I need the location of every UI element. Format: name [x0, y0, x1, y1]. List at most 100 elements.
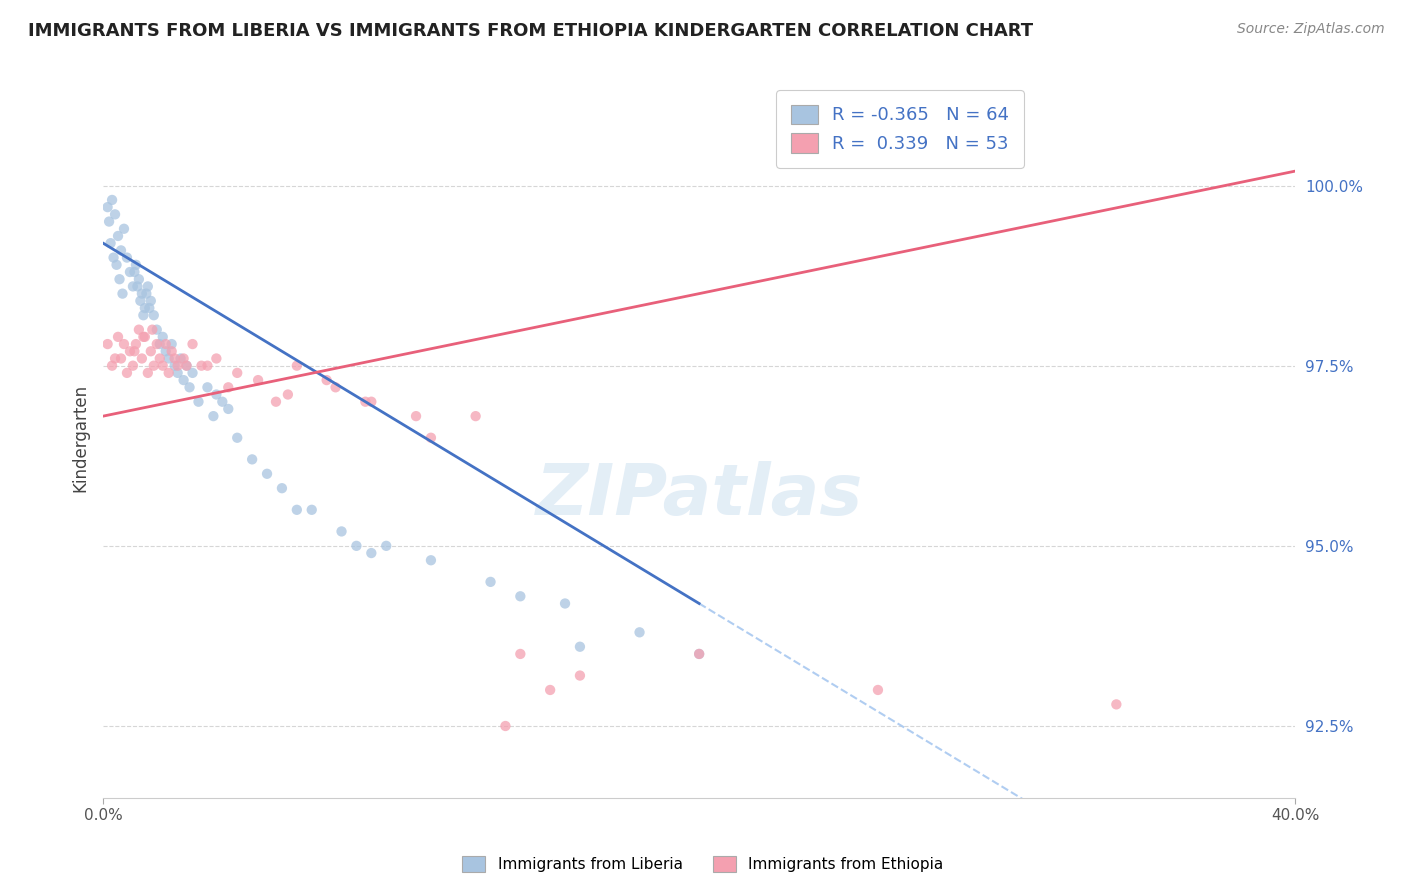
Point — [124, 265, 146, 279]
Legend: R = -0.365   N = 64, R =  0.339   N = 53: R = -0.365 N = 64, R = 0.339 N = 53 — [776, 90, 1024, 168]
Point — [112, 221, 135, 235]
Point — [419, 431, 441, 445]
Point — [101, 193, 124, 207]
Point — [104, 351, 127, 366]
Point — [1105, 698, 1128, 712]
Point — [155, 337, 177, 351]
Point — [494, 719, 516, 733]
Point — [509, 647, 531, 661]
Point — [190, 359, 212, 373]
Point — [205, 387, 228, 401]
Point — [568, 640, 591, 654]
Y-axis label: Kindergarten: Kindergarten — [72, 384, 89, 491]
Point — [217, 401, 239, 416]
Point — [688, 647, 710, 661]
Point — [125, 337, 148, 351]
Point — [149, 351, 172, 366]
Point — [568, 668, 591, 682]
Point — [134, 330, 156, 344]
Point — [122, 359, 145, 373]
Point — [173, 373, 195, 387]
Point — [110, 351, 132, 366]
Point — [115, 251, 138, 265]
Point — [157, 351, 180, 366]
Point — [315, 373, 337, 387]
Point — [419, 553, 441, 567]
Text: Source: ZipAtlas.com: Source: ZipAtlas.com — [1237, 22, 1385, 37]
Point — [107, 229, 129, 244]
Point — [149, 337, 172, 351]
Point — [176, 359, 198, 373]
Point — [122, 279, 145, 293]
Point — [160, 337, 183, 351]
Point — [115, 366, 138, 380]
Point — [132, 330, 155, 344]
Point — [152, 330, 174, 344]
Point — [110, 244, 132, 258]
Point — [360, 394, 382, 409]
Point — [360, 546, 382, 560]
Point — [108, 272, 131, 286]
Point — [202, 409, 225, 424]
Point — [509, 589, 531, 603]
Point — [127, 279, 149, 293]
Point — [405, 409, 427, 424]
Point — [129, 293, 152, 308]
Text: ZIPatlas: ZIPatlas — [536, 461, 863, 530]
Point — [464, 409, 486, 424]
Point — [136, 279, 159, 293]
Point — [100, 236, 122, 251]
Point — [325, 380, 347, 394]
Point — [118, 344, 141, 359]
Point — [166, 366, 188, 380]
Point — [197, 380, 219, 394]
Point — [217, 380, 239, 394]
Point — [179, 380, 201, 394]
Point — [354, 394, 377, 409]
Point — [141, 323, 163, 337]
Point — [128, 272, 150, 286]
Point — [173, 351, 195, 366]
Text: IMMIGRANTS FROM LIBERIA VS IMMIGRANTS FROM ETHIOPIA KINDERGARTEN CORRELATION CHA: IMMIGRANTS FROM LIBERIA VS IMMIGRANTS FR… — [28, 22, 1033, 40]
Point — [330, 524, 353, 539]
Point — [479, 574, 502, 589]
Point — [142, 308, 165, 322]
Point — [125, 258, 148, 272]
Point — [226, 431, 249, 445]
Point — [866, 683, 889, 698]
Point — [271, 481, 294, 495]
Point — [301, 503, 323, 517]
Point — [157, 366, 180, 380]
Point — [285, 503, 308, 517]
Point — [139, 344, 162, 359]
Point — [152, 359, 174, 373]
Point — [176, 359, 198, 373]
Point — [101, 359, 124, 373]
Point — [169, 351, 191, 366]
Point — [132, 308, 155, 322]
Point — [346, 539, 368, 553]
Point — [285, 359, 308, 373]
Point — [155, 344, 177, 359]
Point — [163, 359, 186, 373]
Point — [181, 337, 204, 351]
Point — [688, 647, 710, 661]
Point — [264, 394, 287, 409]
Point — [131, 351, 153, 366]
Point — [197, 359, 219, 373]
Point — [138, 301, 160, 315]
Point — [118, 265, 141, 279]
Point — [146, 337, 169, 351]
Point — [134, 301, 156, 315]
Point — [142, 359, 165, 373]
Point — [226, 366, 249, 380]
Point — [97, 200, 120, 214]
Point — [131, 286, 153, 301]
Point — [124, 344, 146, 359]
Point — [628, 625, 651, 640]
Point — [375, 539, 398, 553]
Point — [277, 387, 299, 401]
Point — [128, 323, 150, 337]
Point — [139, 293, 162, 308]
Point — [146, 323, 169, 337]
